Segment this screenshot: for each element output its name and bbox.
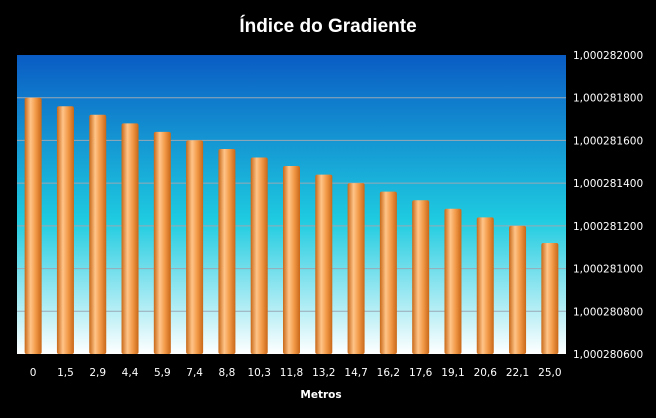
bar	[186, 140, 204, 354]
bar	[250, 157, 268, 354]
x-tick-label: 11,8	[280, 367, 303, 379]
x-axis-ticks: 0 1,5 2,9 4,4 5,9 7,4 8,8 10,3 11,8 13,2 14,7 16,2 1…	[30, 367, 562, 379]
bar	[56, 106, 74, 354]
bar	[412, 200, 430, 354]
x-tick-label: 4,4	[122, 367, 139, 379]
bar	[541, 242, 559, 354]
y-tick-label: 1,000280800	[573, 306, 643, 318]
x-tick-label: 2,9	[89, 367, 106, 379]
x-tick-label: 1,5	[57, 367, 74, 379]
x-tick-label: 0	[30, 367, 37, 379]
bar	[283, 166, 300, 354]
bar	[153, 131, 171, 354]
y-tick-label: 1,000281800	[573, 93, 643, 105]
x-tick-label: 16,2	[377, 367, 400, 379]
y-tick-label: 1,000281600	[573, 135, 643, 147]
x-tick-label: 7,4	[186, 367, 203, 379]
x-axis-label: Metros	[300, 389, 341, 401]
y-tick-label: 1,000282000	[573, 50, 643, 62]
y-tick-label: 1,000281400	[573, 178, 643, 190]
bar	[218, 148, 236, 354]
x-tick-label: 20,6	[474, 367, 498, 379]
bar	[444, 208, 462, 354]
x-tick-label: 19,1	[441, 367, 464, 379]
bar	[315, 174, 333, 354]
y-axis-ticks: 1,000280600 1,000280800 1,000281000 1,00028…	[573, 50, 643, 361]
x-tick-label: 8,8	[219, 367, 236, 379]
bar	[89, 114, 107, 354]
bar	[121, 123, 139, 354]
bar	[24, 97, 42, 354]
x-tick-label: 13,2	[312, 367, 335, 379]
bar	[509, 225, 527, 354]
bars	[24, 97, 559, 354]
bar	[476, 217, 494, 354]
y-tick-label: 1,000281000	[573, 264, 643, 276]
x-tick-label: 22,1	[506, 367, 529, 379]
x-tick-label: 14,7	[344, 367, 367, 379]
x-tick-label: 25,0	[538, 367, 561, 379]
y-tick-label: 1,000280600	[573, 349, 643, 361]
y-tick-label: 1,000281200	[573, 221, 643, 233]
x-tick-label: 10,3	[248, 367, 271, 379]
bar	[379, 191, 397, 354]
x-tick-label: 5,9	[154, 367, 171, 379]
x-tick-label: 17,6	[409, 367, 433, 379]
bar	[347, 183, 365, 354]
chart-title: Índice do Gradiente	[239, 15, 416, 37]
